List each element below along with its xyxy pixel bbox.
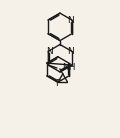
Text: NH: NH [62,63,75,71]
Text: N: N [67,15,74,25]
Text: N: N [67,47,74,56]
Text: N: N [46,47,53,56]
Text: F: F [55,79,60,88]
